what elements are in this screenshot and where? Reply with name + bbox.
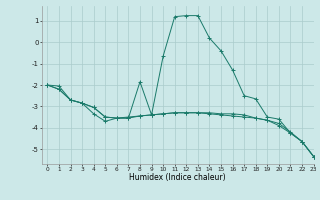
X-axis label: Humidex (Indice chaleur): Humidex (Indice chaleur) <box>129 173 226 182</box>
